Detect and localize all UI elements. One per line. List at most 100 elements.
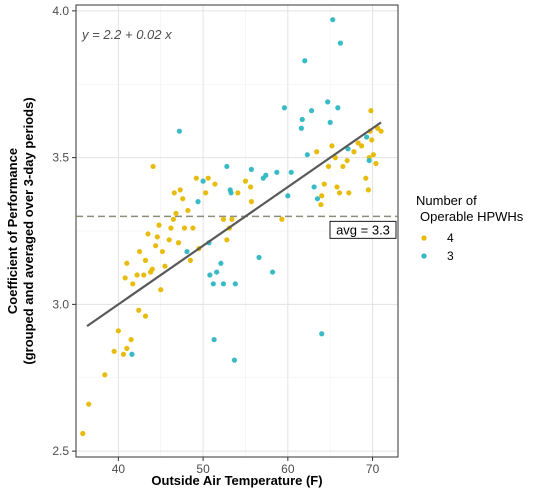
x-tick-label: 70 [366, 462, 380, 476]
data-point-series-4 [156, 222, 162, 228]
data-point-series-4 [318, 201, 324, 208]
data-point-series-4 [111, 348, 117, 354]
data-point-series-3 [366, 157, 372, 164]
data-point-series-3 [298, 125, 304, 131]
data-point-series-3 [184, 248, 190, 255]
data-point-series-4 [355, 140, 361, 146]
data-point-series-3 [269, 269, 276, 275]
y-tick-label: 2.5 [52, 444, 69, 458]
data-point-series-3 [248, 166, 255, 172]
data-point-series-4 [177, 187, 183, 193]
data-point-series-4 [86, 401, 92, 407]
data-point-series-4 [336, 190, 343, 196]
data-point-series-3 [176, 128, 182, 134]
data-point-series-3 [285, 193, 291, 199]
data-point-series-4 [145, 231, 151, 237]
data-point-series-3 [311, 184, 317, 190]
data-point-series-4 [325, 163, 332, 170]
data-point-series-3 [299, 116, 305, 123]
data-point-series-4 [205, 175, 211, 181]
data-point-series-3 [200, 178, 206, 184]
data-point-series-4 [171, 190, 177, 196]
data-point-series-4 [378, 128, 384, 134]
data-point-series-4 [124, 260, 130, 266]
data-point-series-3 [211, 336, 217, 343]
data-point-series-3 [231, 357, 238, 363]
data-point-series-3 [319, 331, 325, 337]
data-point-series-3 [288, 169, 294, 175]
y-axis-title: Coefficient of Performance(grouped and a… [5, 97, 36, 364]
regression-line-path [86, 121, 382, 328]
data-point-series-4 [369, 137, 375, 143]
data-point-series-4 [351, 149, 357, 155]
legend-key-3 [421, 253, 427, 259]
data-point-series-3 [302, 58, 308, 64]
data-point-series-4 [141, 272, 147, 278]
legend-title-line: Operable HPWHs [420, 209, 524, 224]
data-point-series-4 [168, 225, 174, 231]
data-point-series-4 [162, 263, 168, 269]
y-tick-label: 3.5 [52, 151, 69, 165]
data-point-series-3 [364, 134, 370, 140]
data-point-series-4 [187, 257, 193, 263]
data-point-series-4 [124, 345, 130, 352]
data-point-series-4 [334, 184, 340, 190]
data-point-series-3 [335, 105, 341, 111]
data-point-series-3 [281, 105, 288, 111]
legend-title-line: Number of [416, 193, 477, 208]
data-point-series-4 [166, 237, 172, 243]
data-point-series-4 [314, 149, 320, 155]
data-point-series-3 [274, 169, 280, 175]
data-point-series-3 [207, 272, 213, 278]
panel-border [75, 4, 399, 458]
data-point-series-3 [218, 260, 224, 266]
data-point-series-4 [212, 181, 218, 187]
data-point-series-4 [229, 216, 235, 222]
data-point-series-4 [142, 257, 149, 263]
data-point-series-4 [224, 237, 230, 243]
data-point-series-4 [235, 190, 241, 196]
data-point-series-4 [159, 248, 166, 255]
annotations: y = 2.2 + 0.02 x avg = 3.3 [81, 27, 397, 239]
data-point-series-4 [242, 178, 249, 184]
x-axis-title: Outside Air Temperature (F) [151, 473, 322, 488]
data-point-series-4 [363, 175, 369, 181]
data-point-series-4 [154, 234, 160, 240]
data-point-series-3 [325, 99, 331, 105]
data-point-series-4 [149, 266, 155, 272]
data-point-series-4 [181, 225, 188, 231]
legend-label-3: 3 [447, 249, 454, 263]
y-tick-label: 3.0 [52, 297, 69, 311]
data-point-series-4 [150, 163, 156, 170]
data-point-series-4 [122, 275, 128, 281]
data-point-series-4 [120, 351, 127, 357]
data-point-series-3 [129, 351, 135, 357]
data-point-series-4 [247, 184, 254, 190]
x-tick-label: 40 [112, 462, 126, 476]
axes: 40 50 60 70 2.5 3.0 3.5 4.0 Outside Air Temperat… [5, 4, 380, 488]
data-point-series-4 [220, 216, 227, 222]
data-point-series-3 [195, 199, 201, 205]
x-tick-label: 50 [196, 462, 210, 476]
data-point-series-3 [256, 254, 262, 261]
avg-label: avg = 3.3 [336, 222, 390, 237]
data-point-series-4 [170, 216, 177, 222]
y-axis-title-line: Coefficient of Performance [5, 148, 20, 314]
data-point-series-4 [193, 175, 199, 181]
data-point-series-3 [263, 172, 269, 178]
data-point-series-3 [327, 119, 333, 126]
y-axis-title-line: (grouped and averaged over 3-day periods… [21, 97, 36, 364]
data-point-series-4 [158, 287, 164, 293]
data-point-series-4 [346, 190, 352, 196]
data-point-series-4 [344, 157, 350, 164]
data-point-series-3 [220, 281, 227, 287]
data-point-series-4 [279, 216, 285, 222]
data-point-series-3 [232, 281, 238, 287]
data-point-series-4 [115, 328, 121, 334]
legend-title: Number of Operable HPWHs [416, 193, 524, 224]
data-point-series-4 [134, 272, 140, 278]
data-point-series-4 [185, 207, 191, 214]
data-point-series-4 [319, 193, 325, 199]
data-point-series-4 [136, 248, 143, 255]
panel-frame [75, 4, 399, 458]
